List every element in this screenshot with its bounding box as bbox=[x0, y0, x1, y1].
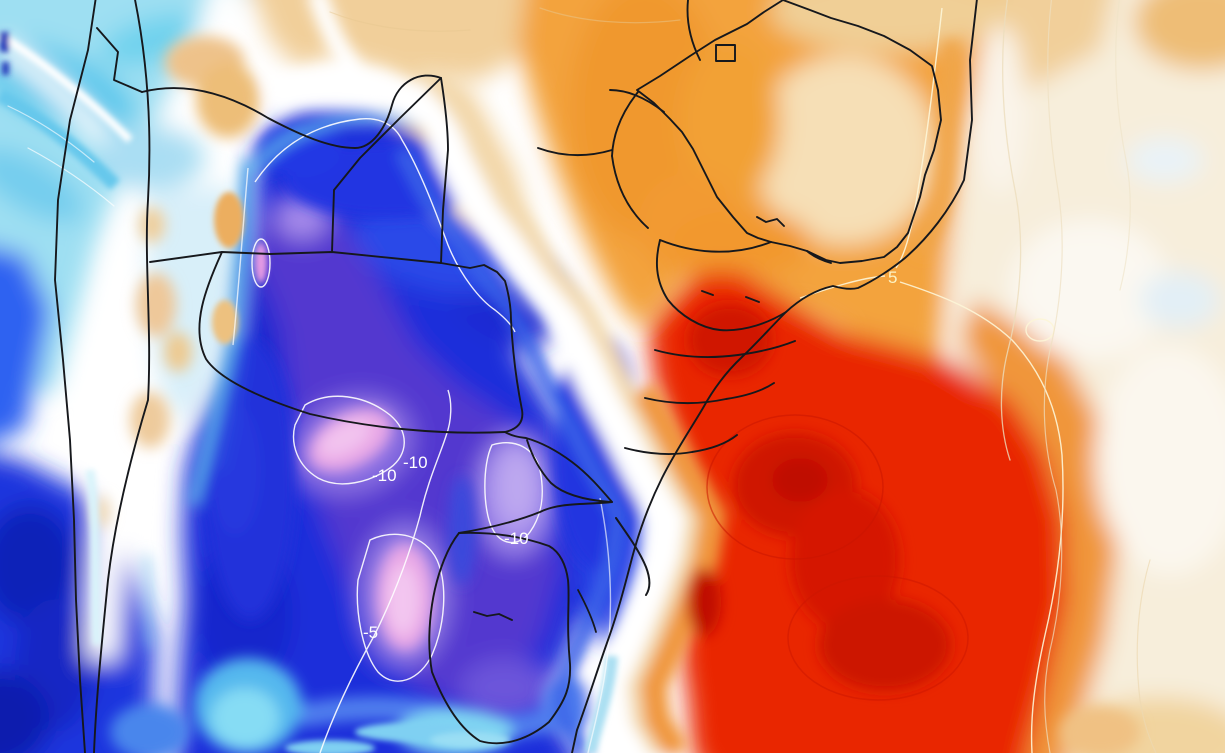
svg-text:-10: -10 bbox=[403, 453, 428, 472]
svg-text:5: 5 bbox=[888, 268, 897, 287]
svg-text:-5: -5 bbox=[363, 623, 378, 642]
svg-text:-10: -10 bbox=[372, 466, 397, 485]
svg-text:-10: -10 bbox=[504, 529, 529, 548]
